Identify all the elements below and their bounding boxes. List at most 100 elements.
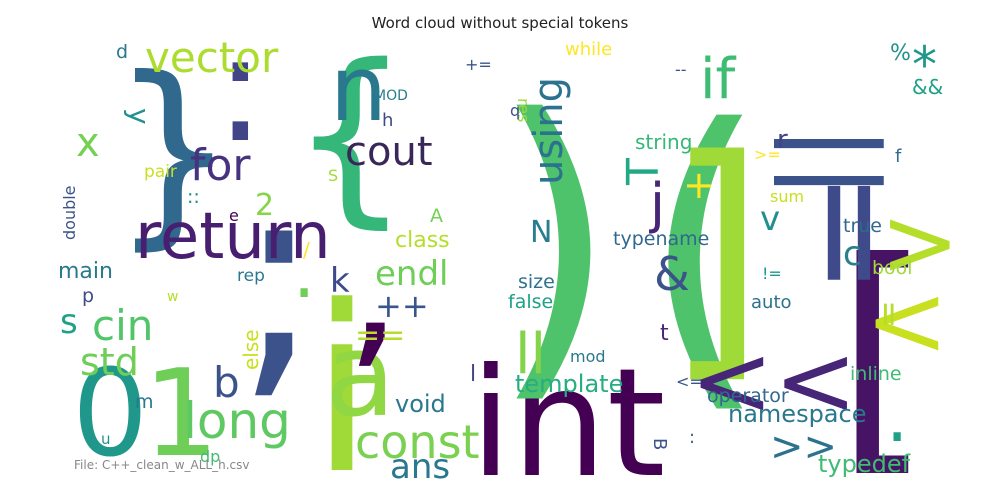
word-cloud-word: ans bbox=[390, 447, 450, 487]
word-cloud-word: cout bbox=[345, 129, 433, 175]
word-cloud-word: || bbox=[773, 125, 902, 199]
word-cloud-word: : bbox=[215, 2, 266, 176]
word-cloud-word: / bbox=[303, 238, 310, 262]
word-cloud-word: ) bbox=[490, 49, 619, 433]
word-cloud-word: e bbox=[229, 206, 239, 225]
chart-title: Word cloud without special tokens bbox=[371, 14, 629, 32]
word-cloud-word: % bbox=[890, 41, 911, 66]
word-cloud-word: l bbox=[470, 362, 476, 387]
word-cloud-word: * bbox=[912, 36, 937, 94]
word-cloud-word: false bbox=[508, 291, 553, 313]
word-cloud-word: , bbox=[345, 179, 402, 388]
word-cloud-word: k bbox=[330, 261, 350, 301]
word-cloud-word: u bbox=[101, 430, 111, 448]
word-cloud-word: >> bbox=[770, 424, 837, 470]
word-cloud-word: cin bbox=[92, 301, 153, 350]
word-cloud-word: double bbox=[60, 185, 79, 240]
word-cloud-word: ll bbox=[515, 322, 546, 387]
word-cloud-word: ] bbox=[665, 105, 766, 407]
word-cloud-word: true bbox=[843, 215, 882, 237]
word-cloud-word: else bbox=[239, 329, 263, 370]
word-cloud-word: <= bbox=[676, 372, 703, 391]
word-cloud-word: class bbox=[395, 228, 450, 253]
word-cloud-word: N bbox=[530, 215, 552, 250]
word-cloud-word: typename bbox=[613, 228, 709, 250]
word-cloud-word: > bbox=[880, 188, 960, 298]
word-cloud-word: = bbox=[869, 300, 909, 329]
word-cloud-word: res bbox=[514, 98, 533, 122]
word-cloud-word: -- bbox=[675, 60, 687, 79]
word-cloud-word: c bbox=[843, 234, 862, 274]
word-cloud-word: using bbox=[526, 77, 572, 185]
word-cloud-word: t bbox=[660, 321, 669, 346]
word-cloud-word: ( bbox=[640, 59, 769, 443]
word-cloud-word: auto bbox=[751, 292, 792, 313]
word-cloud-word: return bbox=[135, 200, 331, 274]
word-cloud-word: j bbox=[649, 172, 665, 235]
word-cloud-word: w bbox=[167, 289, 178, 305]
word-cloud-word: : bbox=[689, 427, 695, 448]
word-cloud-word: [ bbox=[835, 208, 933, 499]
file-label: File: C++_clean_w_ALL_h.csv bbox=[74, 458, 250, 472]
word-cloud-word: B bbox=[649, 438, 670, 450]
word-cloud-word: = bbox=[766, 170, 940, 296]
word-cloud-word: >= bbox=[754, 145, 781, 164]
word-cloud-word: == bbox=[355, 318, 405, 353]
word-cloud-word: :: bbox=[187, 186, 200, 208]
word-cloud-word: m bbox=[135, 391, 154, 413]
word-cloud-word: operator bbox=[707, 385, 789, 407]
word-cloud-word: q bbox=[510, 101, 520, 120]
word-cloud-word: ++ bbox=[375, 287, 429, 325]
word-cloud-word: sum bbox=[770, 187, 804, 206]
word-cloud-word: f bbox=[895, 146, 902, 167]
word-cloud-word: ; bbox=[235, 125, 323, 427]
word-cloud-word: << bbox=[690, 322, 858, 439]
word-cloud-word: && bbox=[912, 75, 943, 99]
word-cloud-word: a bbox=[325, 309, 395, 443]
word-cloud-word: string bbox=[635, 130, 692, 154]
word-cloud-word: const bbox=[355, 415, 480, 469]
word-cloud-word: inline bbox=[850, 363, 902, 385]
word-cloud-word: template bbox=[515, 370, 623, 398]
word-cloud-word: . bbox=[293, 232, 315, 314]
word-cloud-word: int bbox=[470, 337, 666, 500]
word-cloud-word: r bbox=[777, 125, 788, 155]
word-cloud-word: S bbox=[328, 166, 338, 185]
word-cloud-word: p bbox=[82, 285, 94, 307]
word-cloud-word: += bbox=[465, 55, 492, 74]
word-cloud-word: void bbox=[395, 390, 446, 418]
word-cloud-word: { bbox=[290, 24, 411, 245]
word-cloud-word: s bbox=[60, 302, 78, 342]
word-cloud-word: y bbox=[123, 108, 156, 125]
word-cloud-word: MOD bbox=[374, 88, 408, 104]
word-cloud-word: rep bbox=[237, 266, 265, 286]
word-cloud-word: b bbox=[213, 358, 240, 407]
word-cloud-word: & bbox=[654, 247, 690, 301]
word-cloud-word: namespace bbox=[728, 400, 866, 428]
word-cloud-word: i bbox=[310, 258, 374, 500]
word-cloud-word: vector bbox=[145, 33, 279, 82]
word-cloud-word: dp bbox=[200, 447, 220, 466]
word-cloud-word: n bbox=[330, 37, 387, 142]
word-cloud-word: x bbox=[76, 120, 100, 166]
word-cloud-word: != bbox=[762, 264, 782, 283]
word-cloud-word: 1 bbox=[143, 345, 219, 484]
word-cloud-word: h bbox=[382, 110, 393, 131]
word-cloud-word: < bbox=[865, 262, 949, 379]
word-cloud-word: endl bbox=[375, 254, 449, 294]
word-cloud-word: if bbox=[700, 47, 737, 112]
word-cloud-word: + bbox=[683, 163, 715, 207]
word-cloud-word: 2 bbox=[255, 188, 274, 223]
word-cloud-word: long bbox=[183, 392, 291, 450]
word-cloud-word: 0 bbox=[72, 345, 148, 484]
word-cloud-word: while bbox=[565, 39, 612, 60]
word-cloud-word: A bbox=[430, 205, 443, 227]
word-cloud-word: main bbox=[58, 259, 113, 284]
word-cloud-word: size bbox=[518, 271, 555, 293]
word-cloud-word: for bbox=[190, 140, 251, 191]
word-cloud-word: bool bbox=[872, 257, 913, 279]
word-cloud-word: v bbox=[760, 199, 780, 239]
word-cloud-word: . bbox=[886, 376, 908, 458]
